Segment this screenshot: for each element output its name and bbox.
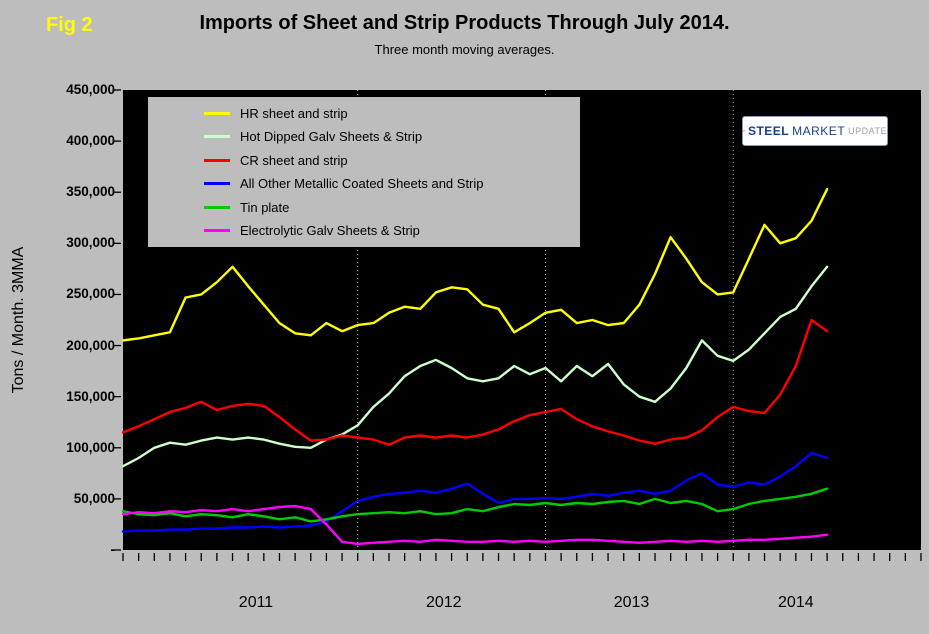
legend-item: Hot Dipped Galv Sheets & Strip — [204, 129, 580, 144]
series-line — [121, 265, 829, 468]
legend-item-label: Hot Dipped Galv Sheets & Strip — [240, 129, 423, 145]
legend-item: Tin plate — [204, 200, 580, 215]
chart-legend: HR sheet and strip Hot Dipped Galv Sheets… — [148, 97, 580, 247]
legend-item-label: HR sheet and strip — [240, 105, 348, 121]
series-line — [121, 187, 829, 342]
legend-line-sample — [204, 229, 230, 233]
logo-word-update: UPDATE — [848, 126, 887, 136]
legend-item-label: Tin plate — [240, 199, 290, 215]
series-line — [121, 318, 829, 446]
legend-item-label: CR sheet and strip — [240, 152, 348, 168]
legend-item-label: Electrolytic Galv Sheets & Strip — [240, 223, 420, 239]
steel-market-update-logo: STEEL MARKET UPDATE — [742, 116, 888, 146]
chart-subtitle: Three month moving averages. — [374, 42, 555, 57]
legend-item: Electrolytic Galv Sheets & Strip — [204, 223, 580, 238]
y-axis-title: Tons / Month. 3MMA — [10, 246, 27, 394]
series-line — [121, 504, 829, 546]
logo-word-market: MARKET — [792, 124, 846, 138]
legend-item: All Other Metallic Coated Sheets and Str… — [204, 176, 580, 191]
logo-swoosh-icon — [743, 130, 745, 132]
legend-line-sample — [204, 182, 230, 186]
series-line — [121, 451, 829, 533]
legend-line-sample — [204, 158, 230, 162]
series-line — [121, 487, 829, 523]
chart-title: Imports of Sheet and Strip Products Thro… — [199, 12, 730, 34]
legend-line-sample — [204, 205, 230, 209]
figure-label: Fig 2 — [46, 14, 93, 36]
legend-item-label: All Other Metallic Coated Sheets and Str… — [240, 176, 484, 192]
legend-line-sample — [204, 111, 230, 115]
logo-word-steel: STEEL — [747, 124, 790, 138]
legend-item: CR sheet and strip — [204, 153, 580, 168]
legend-item: HR sheet and strip — [204, 106, 580, 121]
legend-line-sample — [204, 135, 230, 139]
